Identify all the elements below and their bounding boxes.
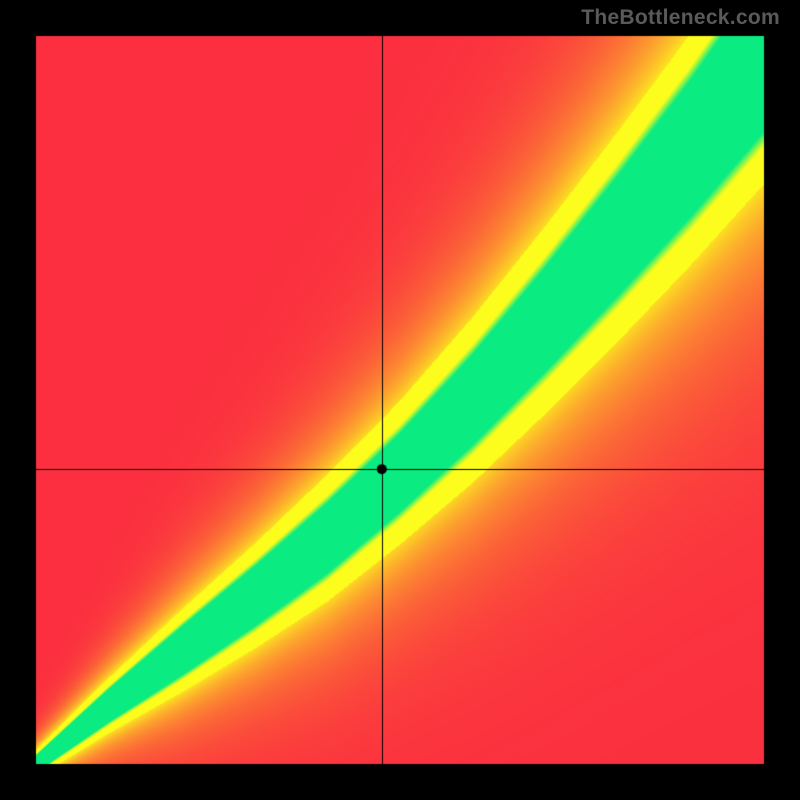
watermark-text: TheBottleneck.com [581,6,780,30]
chart-container: TheBottleneck.com [0,0,800,800]
bottleneck-heatmap [0,0,800,800]
